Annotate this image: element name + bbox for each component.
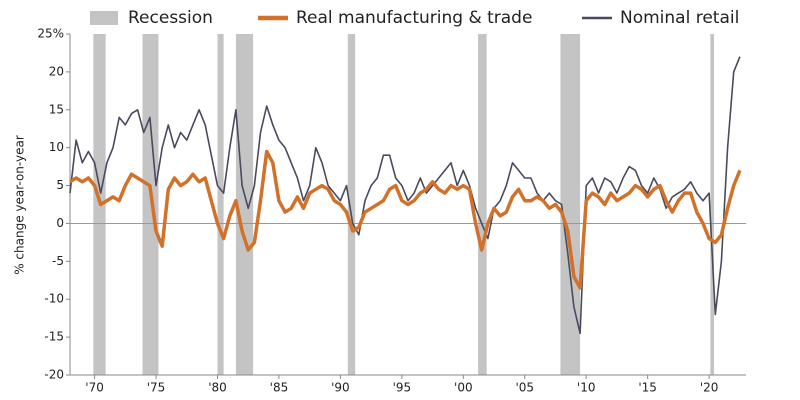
recession-band — [347, 34, 356, 375]
x-tick-label: '70 — [85, 381, 104, 395]
legend-label: Real manufacturing & trade — [296, 8, 532, 28]
recession-band — [478, 34, 487, 375]
y-tick-label: -15 — [44, 330, 64, 344]
x-tick-label: '05 — [515, 381, 534, 395]
legend-label: Recession — [128, 8, 213, 28]
y-tick-label: 20 — [49, 64, 64, 78]
y-tick-label: -5 — [52, 254, 64, 268]
legend-label: Nominal retail — [620, 8, 739, 28]
series-line — [69, 149, 742, 290]
legend-swatch — [90, 11, 118, 25]
x-tick-label: '85 — [270, 381, 289, 395]
y-tick-label: 10 — [49, 140, 64, 154]
recession-band — [710, 34, 715, 375]
y-tick-label: 0 — [56, 216, 64, 230]
x-tick-label: '00 — [454, 381, 473, 395]
recession-band — [235, 34, 254, 375]
x-tick-label: '20 — [700, 381, 719, 395]
y-tick-label: -20 — [44, 368, 64, 382]
recession-band — [560, 34, 581, 375]
x-tick-label: '15 — [638, 381, 657, 395]
x-tick-label: '75 — [147, 381, 166, 395]
recession-band — [217, 34, 224, 375]
y-tick-label: 15 — [49, 102, 64, 116]
x-tick-label: '95 — [393, 381, 412, 395]
y-tick-label: 25% — [37, 27, 64, 41]
x-tick-label: '80 — [208, 381, 227, 395]
y-tick-label: 5 — [56, 178, 64, 192]
y-axis-label: % change year-on-year — [13, 135, 27, 275]
series-line — [69, 56, 741, 335]
x-tick-label: '90 — [331, 381, 350, 395]
recession-band — [142, 34, 159, 375]
x-tick-label: '10 — [577, 381, 596, 395]
y-tick-label: -10 — [44, 292, 64, 306]
